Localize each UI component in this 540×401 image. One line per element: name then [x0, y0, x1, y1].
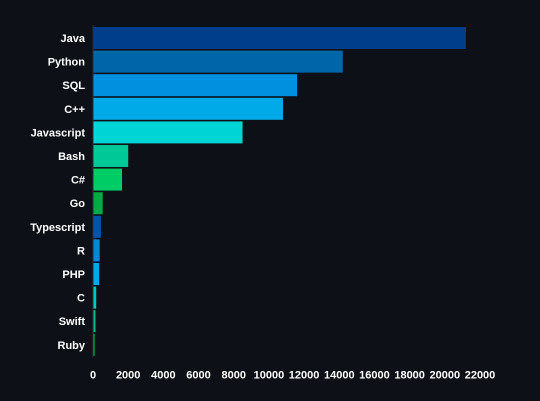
bar-javascript: [93, 121, 243, 144]
x-tick-label: 8000: [221, 369, 245, 381]
bar-ruby: [93, 333, 95, 356]
x-tick-label: 4000: [151, 369, 175, 381]
x-tick-label: 22000: [465, 369, 496, 381]
category-label: Bash: [58, 151, 85, 163]
x-tick-label: 18000: [394, 369, 425, 381]
category-label: Javascript: [31, 127, 86, 139]
bar-r: [93, 239, 100, 262]
bar-python: [93, 50, 343, 73]
category-label: R: [77, 245, 85, 257]
category-label: C#: [71, 175, 85, 187]
bar-swift: [93, 310, 96, 333]
bars: [93, 27, 466, 356]
bar-bash: [93, 145, 129, 167]
category-label: Swift: [59, 316, 86, 328]
x-tick-label: 10000: [254, 369, 285, 381]
x-tick-label: 20000: [430, 369, 461, 381]
bar-c: [93, 168, 123, 191]
category-label: SQL: [62, 80, 85, 92]
bar-php: [93, 263, 100, 285]
category-label: C: [77, 293, 85, 305]
x-tick-label: 0: [90, 369, 96, 381]
x-tick-labels: 0 2000 4000 6000 8000 10000 12000 14000 16000 180…: [90, 369, 495, 381]
category-label: PHP: [62, 269, 85, 281]
category-label: C++: [64, 104, 85, 116]
x-tick-label: 6000: [186, 369, 210, 381]
bar-go: [93, 192, 103, 215]
bar-c: [93, 97, 283, 120]
x-tick-label: 12000: [289, 369, 320, 381]
category-label: Ruby: [58, 340, 86, 352]
category-label: Python: [48, 57, 86, 69]
x-tick-label: 14000: [324, 369, 355, 381]
category-label: Java: [61, 33, 86, 45]
x-tick-label: 16000: [359, 369, 390, 381]
bar-typescript: [93, 215, 101, 238]
x-tick-label: 2000: [116, 369, 140, 381]
bar-sql: [93, 74, 298, 97]
category-label: Typescript: [30, 222, 85, 234]
category-labels: Java Python SQL C++ Javascript Bash C# Go Typesc…: [30, 33, 86, 352]
category-label: Go: [70, 198, 86, 210]
bar-java: [93, 27, 466, 49]
bar-c: [93, 286, 97, 309]
